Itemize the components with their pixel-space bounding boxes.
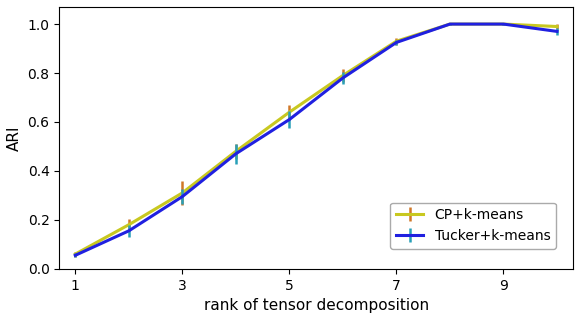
X-axis label: rank of tensor decomposition: rank of tensor decomposition (204, 298, 429, 313)
Y-axis label: ARI: ARI (7, 125, 22, 151)
Legend: CP+k-means, Tucker+k-means: CP+k-means, Tucker+k-means (390, 203, 556, 249)
